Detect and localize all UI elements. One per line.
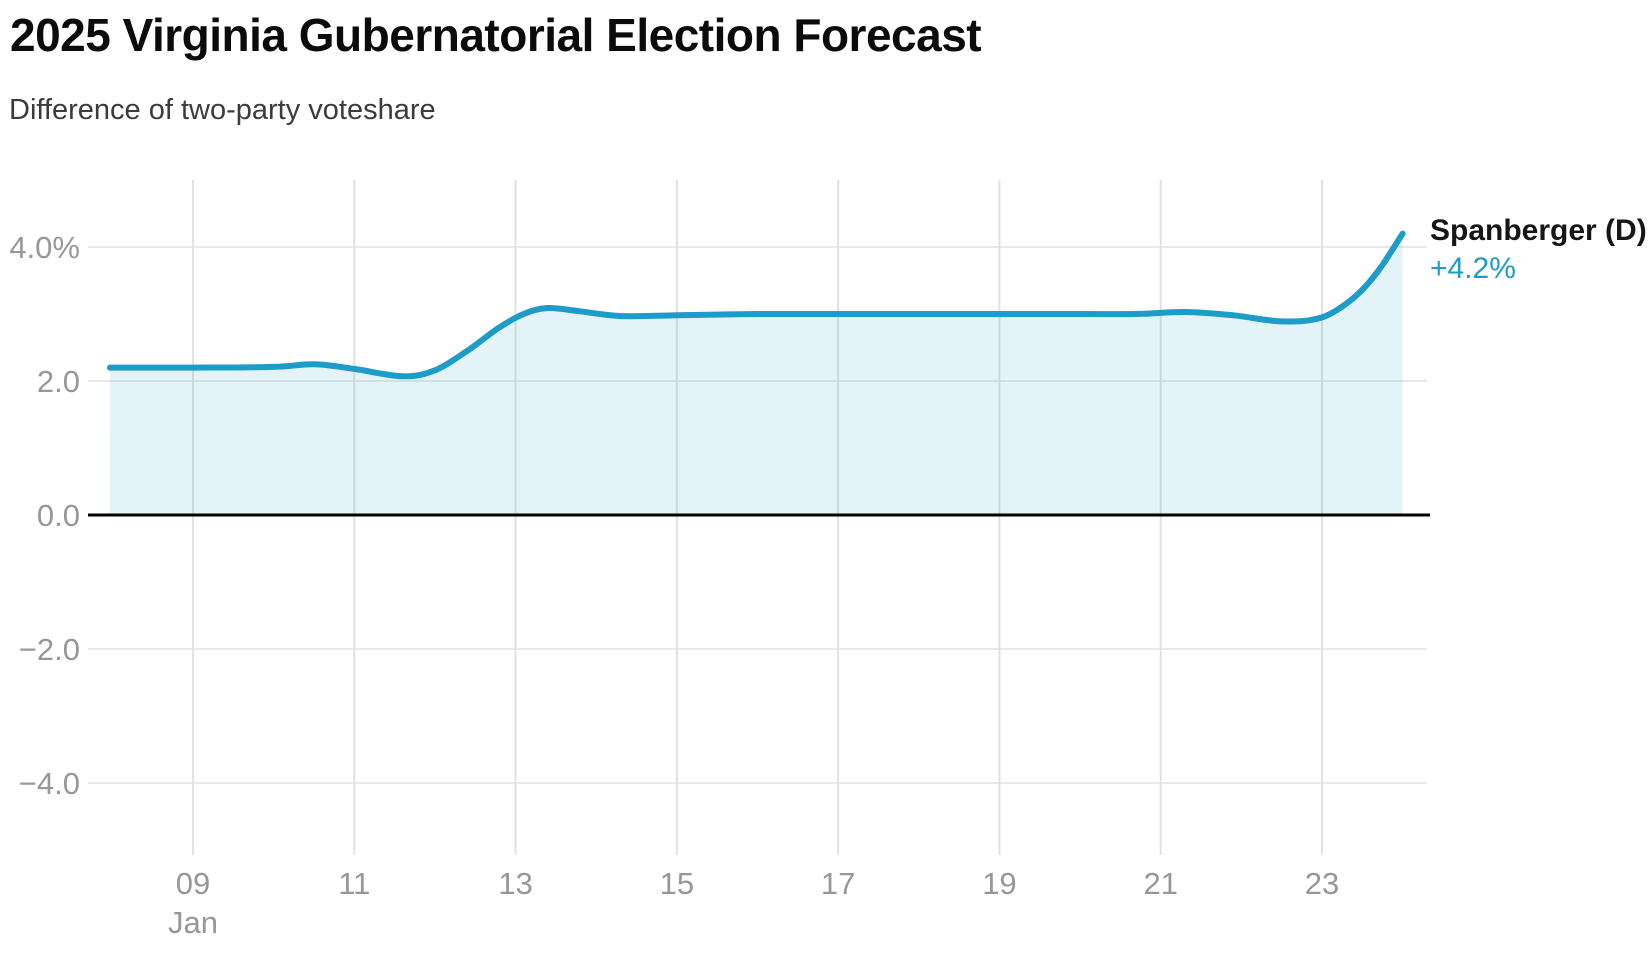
- y-tick-label: 4.0%: [9, 230, 80, 265]
- series-name-label: Spanberger (D): [1430, 214, 1647, 247]
- series-value-label: +4.2%: [1430, 252, 1516, 285]
- page-title: 2025 Virginia Gubernatorial Election For…: [10, 9, 982, 61]
- x-tick-label: 17: [821, 866, 855, 901]
- x-tick-label: 09: [176, 866, 210, 901]
- series-line: [106, 230, 1406, 380]
- x-month-label: Jan: [168, 905, 218, 940]
- x-tick-label: 21: [1143, 866, 1177, 901]
- x-tick-label: 15: [660, 866, 694, 901]
- y-tick-label: −4.0: [19, 766, 80, 801]
- x-tick-label: 11: [338, 866, 370, 901]
- y-tick-label: −2.0: [19, 632, 80, 667]
- series-legend: Spanberger (D) +4.2%: [1430, 212, 1647, 288]
- x-tick-label: 19: [982, 866, 1016, 901]
- chart-subtitle: Difference of two-party voteshare: [9, 94, 436, 126]
- y-tick-label: 2.0: [37, 364, 80, 399]
- y-tick-label: 0.0: [37, 498, 80, 533]
- x-tick-label: 13: [498, 866, 532, 901]
- x-tick-label: 23: [1305, 866, 1339, 901]
- series-area: [109, 233, 1403, 515]
